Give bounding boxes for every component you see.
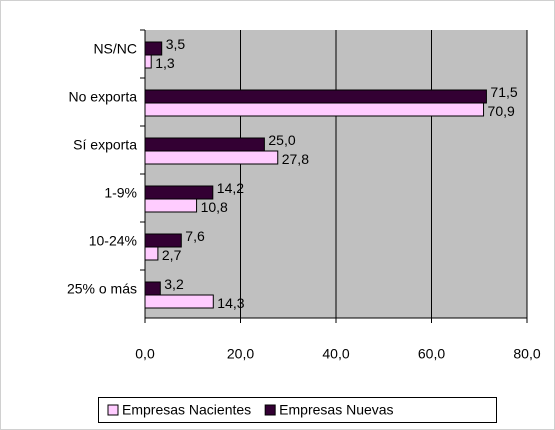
y-tick-label: No exporta: [69, 89, 138, 105]
y-tick-label: Sí exporta: [73, 137, 137, 153]
bar: [144, 294, 214, 309]
data-label: 10,8: [201, 199, 228, 215]
x-tick-label: 0,0: [135, 346, 155, 362]
legend-label: Empresas Nacientes: [122, 402, 251, 418]
legend-swatch: [264, 404, 276, 416]
bar: [144, 150, 279, 165]
x-tick-label: 40,0: [322, 346, 349, 362]
y-tick-label: NS/NC: [93, 41, 137, 57]
x-tick-label: 60,0: [418, 346, 445, 362]
bar: [144, 233, 182, 248]
data-label: 7,6: [185, 228, 205, 244]
x-tick-label: 80,0: [513, 346, 540, 362]
y-tick-label: 10-24%: [89, 233, 137, 249]
data-label: 27,8: [282, 151, 309, 167]
y-tick-label: 1-9%: [104, 185, 137, 201]
bar: [144, 41, 163, 56]
data-label: 3,5: [166, 36, 186, 52]
data-label: 14,3: [217, 295, 244, 311]
bar: [144, 198, 198, 213]
data-label: 1,3: [155, 55, 175, 71]
data-label: 2,7: [162, 247, 182, 263]
bar: [144, 89, 487, 104]
y-tick-label: 25% o más: [67, 281, 137, 297]
bar: [144, 281, 161, 296]
data-label: 3,2: [164, 276, 184, 292]
data-label: 70,9: [488, 103, 515, 119]
data-label: 71,5: [490, 84, 517, 100]
legend: Empresas Nacientes Empresas Nuevas: [98, 397, 497, 423]
bar: [144, 185, 214, 200]
data-label: 14,2: [217, 180, 244, 196]
legend-label: Empresas Nuevas: [279, 402, 393, 418]
bar: [144, 54, 152, 69]
x-tick-label: 20,0: [227, 346, 254, 362]
legend-box: [98, 397, 497, 423]
data-label: 25,0: [268, 132, 295, 148]
bar: [144, 137, 265, 152]
bar: [144, 102, 485, 117]
legend-swatch: [107, 404, 119, 416]
bar: [144, 246, 159, 261]
